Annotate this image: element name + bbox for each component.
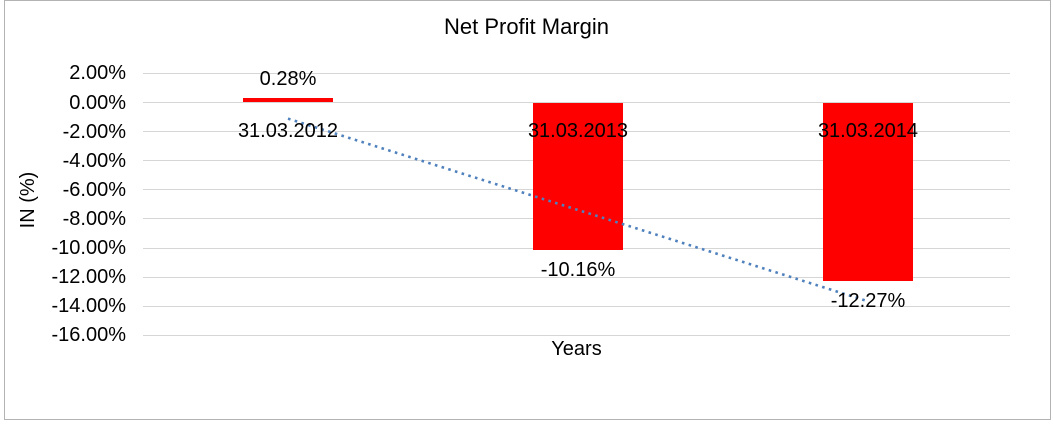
y-axis-tick-label: -12.00% [51, 266, 127, 289]
category-label: 31.03.2012 [237, 120, 339, 142]
y-axis-tick-label: -4.00% [62, 149, 126, 172]
x-axis-title: Years [551, 338, 602, 360]
y-gridline [143, 305, 1010, 307]
y-axis-tick-label: -2.00% [62, 120, 126, 143]
y-axis-tick-label: -10.00% [51, 237, 127, 260]
y-gridline [143, 334, 1010, 336]
y-axis-tick-label: -16.00% [51, 324, 127, 347]
value-label: -12.27% [830, 290, 906, 313]
value-label: -10.16% [540, 259, 616, 282]
y-axis-tick-label: -8.00% [62, 207, 126, 230]
value-label: 0.28% [259, 68, 317, 91]
y-gridline [143, 72, 1010, 74]
category-label: 31.03.2014 [817, 120, 919, 142]
y-axis-tick-label: 0.00% [69, 91, 126, 114]
bar-31.03.2012 [243, 98, 333, 103]
chart-title: Net Profit Margin [443, 14, 610, 39]
category-label: 31.03.2013 [527, 120, 629, 142]
y-axis-tick-label: -6.00% [62, 178, 126, 201]
y-axis-tick-label: 2.00% [69, 62, 126, 85]
y-axis-tick-label: -14.00% [51, 295, 127, 318]
